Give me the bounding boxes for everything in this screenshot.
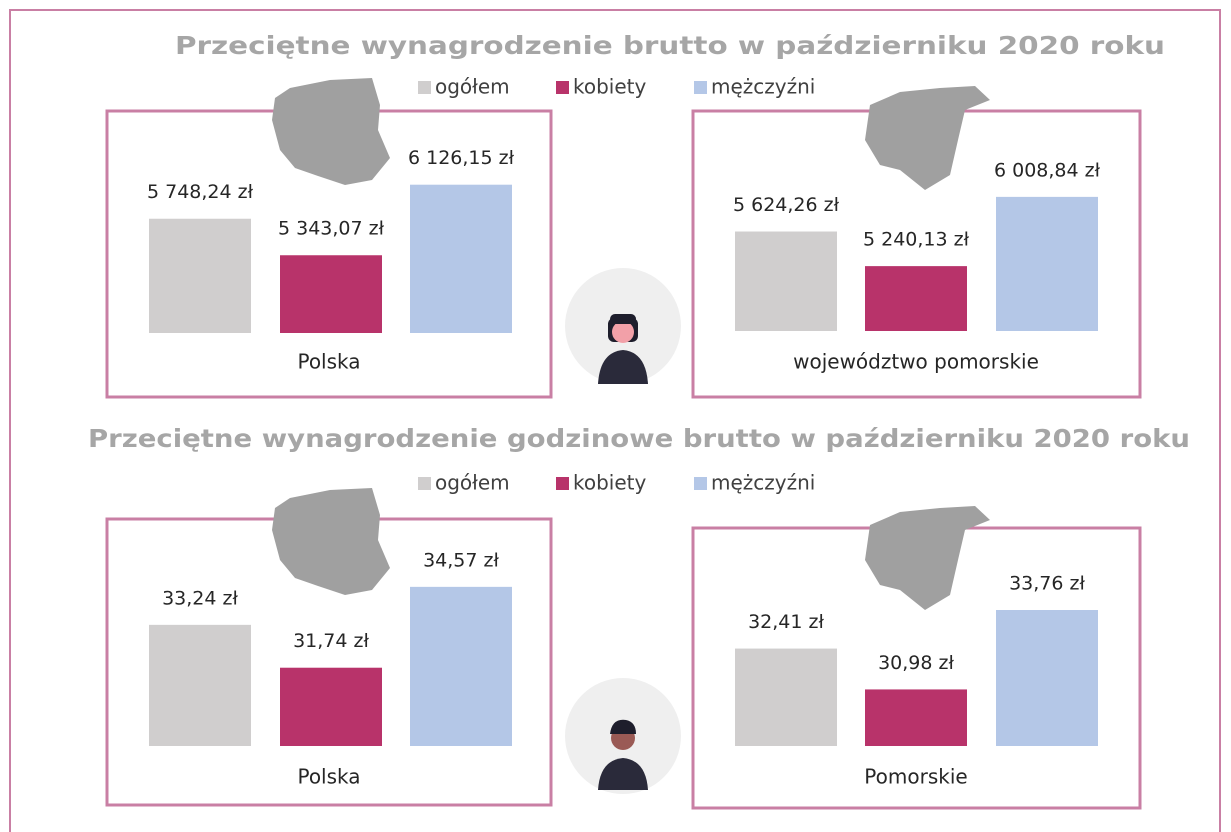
value-label: 33,24 zł [162,587,238,609]
legend-label: ogółem [435,75,510,99]
legend-swatch [694,477,707,490]
value-label: 31,74 zł [293,630,369,652]
icon-woman [565,268,681,384]
bar [410,184,512,333]
bar [410,586,512,746]
legend-swatch [418,477,431,490]
value-label: 5 624,26 zł [733,194,840,216]
chart-label: Polska [297,350,360,374]
legend-label: ogółem [435,471,510,495]
section-title: Przeciętne wynagrodzenie brutto w paździ… [175,31,1165,60]
value-label: 5 240,13 zł [863,229,970,251]
chart-label: województwo pomorskie [793,350,1039,374]
bar [149,218,251,333]
bar [735,231,837,331]
bar [735,648,837,746]
bar [280,255,382,333]
value-label: 5 748,24 zł [147,181,254,203]
legend-label: mężczyźni [711,75,815,99]
bar [865,689,967,746]
bar [996,196,1098,331]
section-title: Przeciętne wynagrodzenie godzinowe brutt… [88,424,1190,453]
value-label: 5 343,07 zł [278,218,385,240]
legend-swatch [556,81,569,94]
value-label: 32,41 zł [748,611,824,633]
value-label: 34,57 zł [423,549,499,571]
chart-label: Pomorskie [864,765,967,789]
bar [149,624,251,746]
value-label: 33,76 zł [1009,573,1085,595]
bar [280,667,382,746]
value-label: 6 126,15 zł [408,147,515,169]
value-label: 6 008,84 zł [994,159,1101,181]
legend-swatch [694,81,707,94]
legend-label: kobiety [573,75,647,99]
icon-man [565,678,681,794]
chart-label: Polska [297,765,360,789]
legend-label: kobiety [573,471,647,495]
legend-label: mężczyźni [711,471,815,495]
bar [865,266,967,331]
legend-swatch [418,81,431,94]
legend-swatch [556,477,569,490]
value-label: 30,98 zł [878,652,954,674]
map-pomorskie [865,86,990,610]
map-poland [272,78,390,595]
bar [996,610,1098,746]
page-border [9,9,1221,832]
